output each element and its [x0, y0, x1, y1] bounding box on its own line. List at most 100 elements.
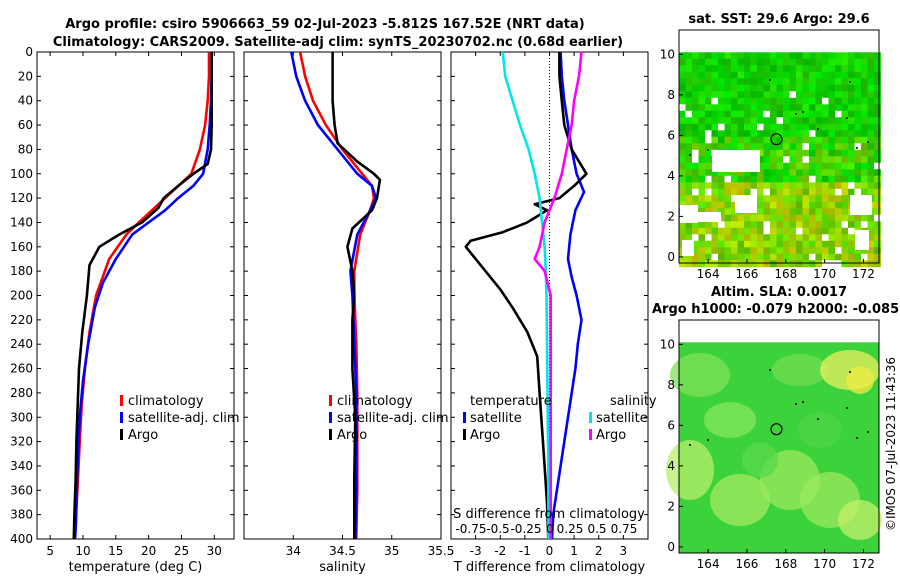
- sst-cell: [874, 143, 881, 151]
- sst-cell: [770, 227, 777, 235]
- sst-cell: [835, 253, 842, 261]
- sla-anomaly-blob: [710, 474, 770, 526]
- sst-cell: [737, 71, 745, 79]
- sst-cell: [770, 117, 777, 125]
- sst-cell: [874, 71, 881, 79]
- sst-cell: [731, 188, 738, 196]
- sst-cell: [835, 201, 842, 209]
- sst-cell: [724, 71, 732, 79]
- sst-cell: [854, 260, 862, 268]
- temperature-ytick-label: 0: [25, 45, 33, 59]
- sla-anomaly-blob: [798, 412, 842, 448]
- sst-cell: [861, 58, 868, 66]
- sst-cell: [822, 104, 829, 112]
- sst-cell: [867, 136, 875, 144]
- sst-cell: [776, 175, 784, 183]
- sst-cell: [679, 65, 686, 73]
- sst-cell: [815, 104, 823, 112]
- sst-cell: [763, 71, 771, 79]
- sst-cell: [841, 117, 849, 125]
- sst-cell: [867, 188, 875, 196]
- sst-cell: [835, 208, 842, 216]
- sst-cell: [711, 84, 719, 92]
- sst-cell: [874, 247, 881, 255]
- sst-cell: [796, 208, 803, 216]
- sst-cell: [763, 214, 771, 222]
- sst-cell: [718, 78, 725, 86]
- sst-cell: [789, 175, 797, 183]
- sst-cell: [705, 71, 712, 79]
- sst-cell: [835, 182, 842, 190]
- sst-cell: [848, 97, 855, 105]
- sst-cell: [783, 58, 790, 66]
- salinity-panel: 34 34.5 35 35.5 salinity climatology satellite…: [243, 51, 454, 575]
- sst-cell: [763, 221, 771, 229]
- sst-cell: [731, 247, 738, 255]
- sst-cell: [724, 214, 732, 222]
- sst-cell: [770, 234, 777, 242]
- sst-cell: [822, 130, 829, 138]
- sst-cell: [874, 208, 881, 216]
- sst-cell: [802, 84, 810, 92]
- temperature-xtick-label: 10: [75, 544, 90, 558]
- sst-cell: [783, 227, 790, 235]
- sst-cell: [718, 260, 725, 268]
- sst-cell: [718, 123, 725, 131]
- sst-cell: [841, 214, 849, 222]
- sst-cell: [770, 104, 777, 112]
- sst-cell: [841, 58, 849, 66]
- sst-cell: [776, 143, 784, 151]
- sst-cell: [796, 130, 803, 138]
- temperature-ytick-label: 80: [18, 142, 33, 156]
- sst-cell: [737, 188, 745, 196]
- sst-cell: [770, 253, 777, 261]
- sst-cell: [861, 253, 868, 261]
- sst-cell: [679, 149, 686, 157]
- sst-cell: [822, 117, 829, 125]
- sst-cell: [796, 84, 803, 92]
- sst-cell: [744, 91, 751, 99]
- sst-cell: [724, 240, 732, 248]
- sst-cell: [750, 221, 758, 229]
- sst-cell: [822, 91, 829, 99]
- sst-cell: [718, 84, 725, 92]
- sst-cell: [861, 260, 868, 268]
- sst-cell: [841, 78, 849, 86]
- sst-cell: [763, 188, 771, 196]
- sst-cell: [692, 221, 699, 229]
- sst-cell: [796, 52, 803, 60]
- sst-cell: [822, 162, 829, 170]
- sst-cell: [711, 97, 719, 105]
- sst-cell: [770, 195, 777, 203]
- sst-cell: [809, 247, 816, 255]
- sst-cell: [861, 78, 868, 86]
- sst-cell: [783, 260, 790, 268]
- sst-cell: [828, 65, 836, 73]
- sst-cell: [854, 58, 862, 66]
- sst-cell: [692, 123, 699, 131]
- sst-missing-data: [682, 240, 694, 256]
- sst-cell: [802, 234, 810, 242]
- sst-cell: [835, 214, 842, 222]
- salinity-legend-marker: [329, 412, 332, 423]
- sst-cell: [705, 117, 712, 125]
- sst-cell: [802, 136, 810, 144]
- sst-cell: [685, 130, 693, 138]
- sst-cell: [828, 71, 836, 79]
- sst-cell: [744, 71, 751, 79]
- sst-cell: [822, 188, 829, 196]
- sst-cell: [776, 58, 784, 66]
- sst-cell: [828, 169, 836, 177]
- sst-cell: [711, 58, 719, 66]
- sst-cell: [698, 253, 706, 261]
- sst-cell: [750, 214, 758, 222]
- sst-cell: [731, 104, 738, 112]
- sst-cell: [679, 123, 686, 131]
- sst-cell: [841, 182, 849, 190]
- sst-cell: [724, 247, 732, 255]
- sst-cell: [815, 84, 823, 92]
- sst-cell: [854, 156, 862, 164]
- sst-cell: [724, 130, 732, 138]
- sst-cell: [796, 156, 803, 164]
